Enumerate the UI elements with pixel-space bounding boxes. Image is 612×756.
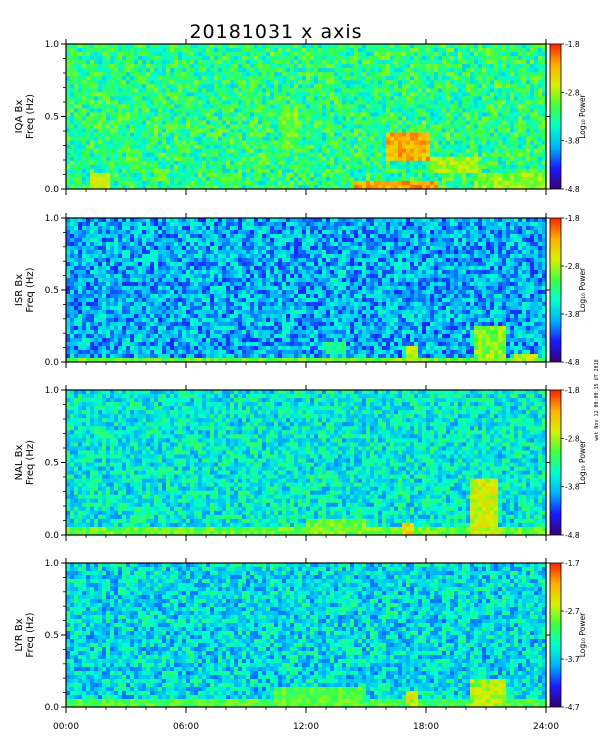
colorbar-tick-label: -2.7 [565,607,580,616]
y-tick-label: 0.5 [45,631,59,641]
panel-iqa: 0.0 0.5 1.0 IQA Bx Freq (Hz) -1.8 -2.8 -3.8 -4.8… [14,39,587,195]
spectrogram-cells [66,44,547,190]
y-tick-label: 0.5 [45,113,59,123]
colorbar-tick-label: -4.8 [565,185,580,194]
spectrogram-cells [66,390,547,536]
y-axis-label-station: LYR Bx [14,618,25,651]
spectrogram-cells [66,218,547,363]
colorbar-tick-label: -3.8 [565,310,580,319]
y-tick-label: 1.0 [45,559,60,569]
time-axis: 00:00 06:00 12:00 18:00 24:00 [53,722,559,732]
colorbar-tick-label: -3.7 [565,655,580,664]
y-tick-label: 1.0 [45,214,60,224]
y-tick-label: 0.0 [45,703,60,713]
colorbar: -1.8 -2.8 -3.8 -4.8 Log₁₀ Power [549,40,587,194]
colorbar-tick-label: -4.8 [565,531,580,540]
y-axis-label-freq: Freq (Hz) [25,612,36,657]
colorbar-label: Log₁₀ Power [578,267,587,312]
y-axis-label-station: ISR Bx [14,274,25,306]
colorbar-tick-label: -1.8 [565,386,580,395]
colorbar-tick-label: -2.8 [565,434,580,443]
x-tick-label: 24:00 [533,722,559,732]
y-axis-label-station: NAL Bx [14,444,25,480]
figure-title: 20181031 x axis [189,21,362,43]
y-axis-label-freq: Freq (Hz) [25,94,36,139]
colorbar-label: Log₁₀ Power [578,439,587,484]
panel-lyr: 0.0 0.5 1.0 LYR Bx Freq (Hz) -1.7 -2.7 -3.7 -4.7… [14,558,587,713]
y-axis-label-freq: Freq (Hz) [25,440,36,485]
colorbar-tick-label: -4.7 [565,703,580,712]
y-axis-label-freq: Freq (Hz) [25,267,36,312]
y-tick-label: 0.0 [45,358,60,368]
colorbar-label: Log₁₀ Power [578,93,587,138]
panel-isr: 0.0 0.5 1.0 ISR Bx Freq (Hz) -1.8 -2.8 -3.8 -4.8… [14,213,587,368]
colorbar-tick-label: -1.8 [565,214,580,223]
x-tick-label: 00:00 [53,722,79,732]
colorbar-tick-label: -3.8 [565,483,580,492]
side-note: wet Nov 12 00:00:15 UT 2018 [594,359,600,440]
y-tick-label: 0.5 [45,286,59,296]
x-tick-label: 12:00 [293,722,319,732]
y-tick-label: 0.0 [45,185,60,195]
colorbar-tick-label: -1.7 [565,559,580,568]
colorbar-tick-label: -2.8 [565,262,580,271]
y-tick-label: 0.0 [45,531,60,541]
colorbar-tick-label: -2.8 [565,88,580,97]
colorbar-tick-label: -3.8 [565,137,580,146]
y-tick-label: 1.0 [45,40,60,50]
x-tick-label: 06:00 [173,722,199,732]
colorbar: -1.8 -2.8 -3.8 -4.8 Log₁₀ Power [549,214,587,367]
colorbar: -1.8 -2.8 -3.8 -4.8 Log₁₀ Power [549,386,587,540]
colorbar-label: Log₁₀ Power [578,612,587,657]
panel-nal: 0.0 0.5 1.0 NAL Bx Freq (Hz) -1.8 -2.8 -3.8 -4.8… [14,385,587,541]
y-axis-label-station: IQA Bx [14,100,25,134]
colorbar-tick-label: -1.8 [565,40,580,49]
x-tick-label: 18:00 [413,722,439,732]
colorbar: -1.7 -2.7 -3.7 -4.7 Log₁₀ Power [549,559,587,712]
y-tick-label: 1.0 [45,386,60,396]
colorbar-tick-label: -4.8 [565,358,580,367]
y-tick-label: 0.5 [45,459,59,469]
spectrogram-cells [66,563,547,708]
